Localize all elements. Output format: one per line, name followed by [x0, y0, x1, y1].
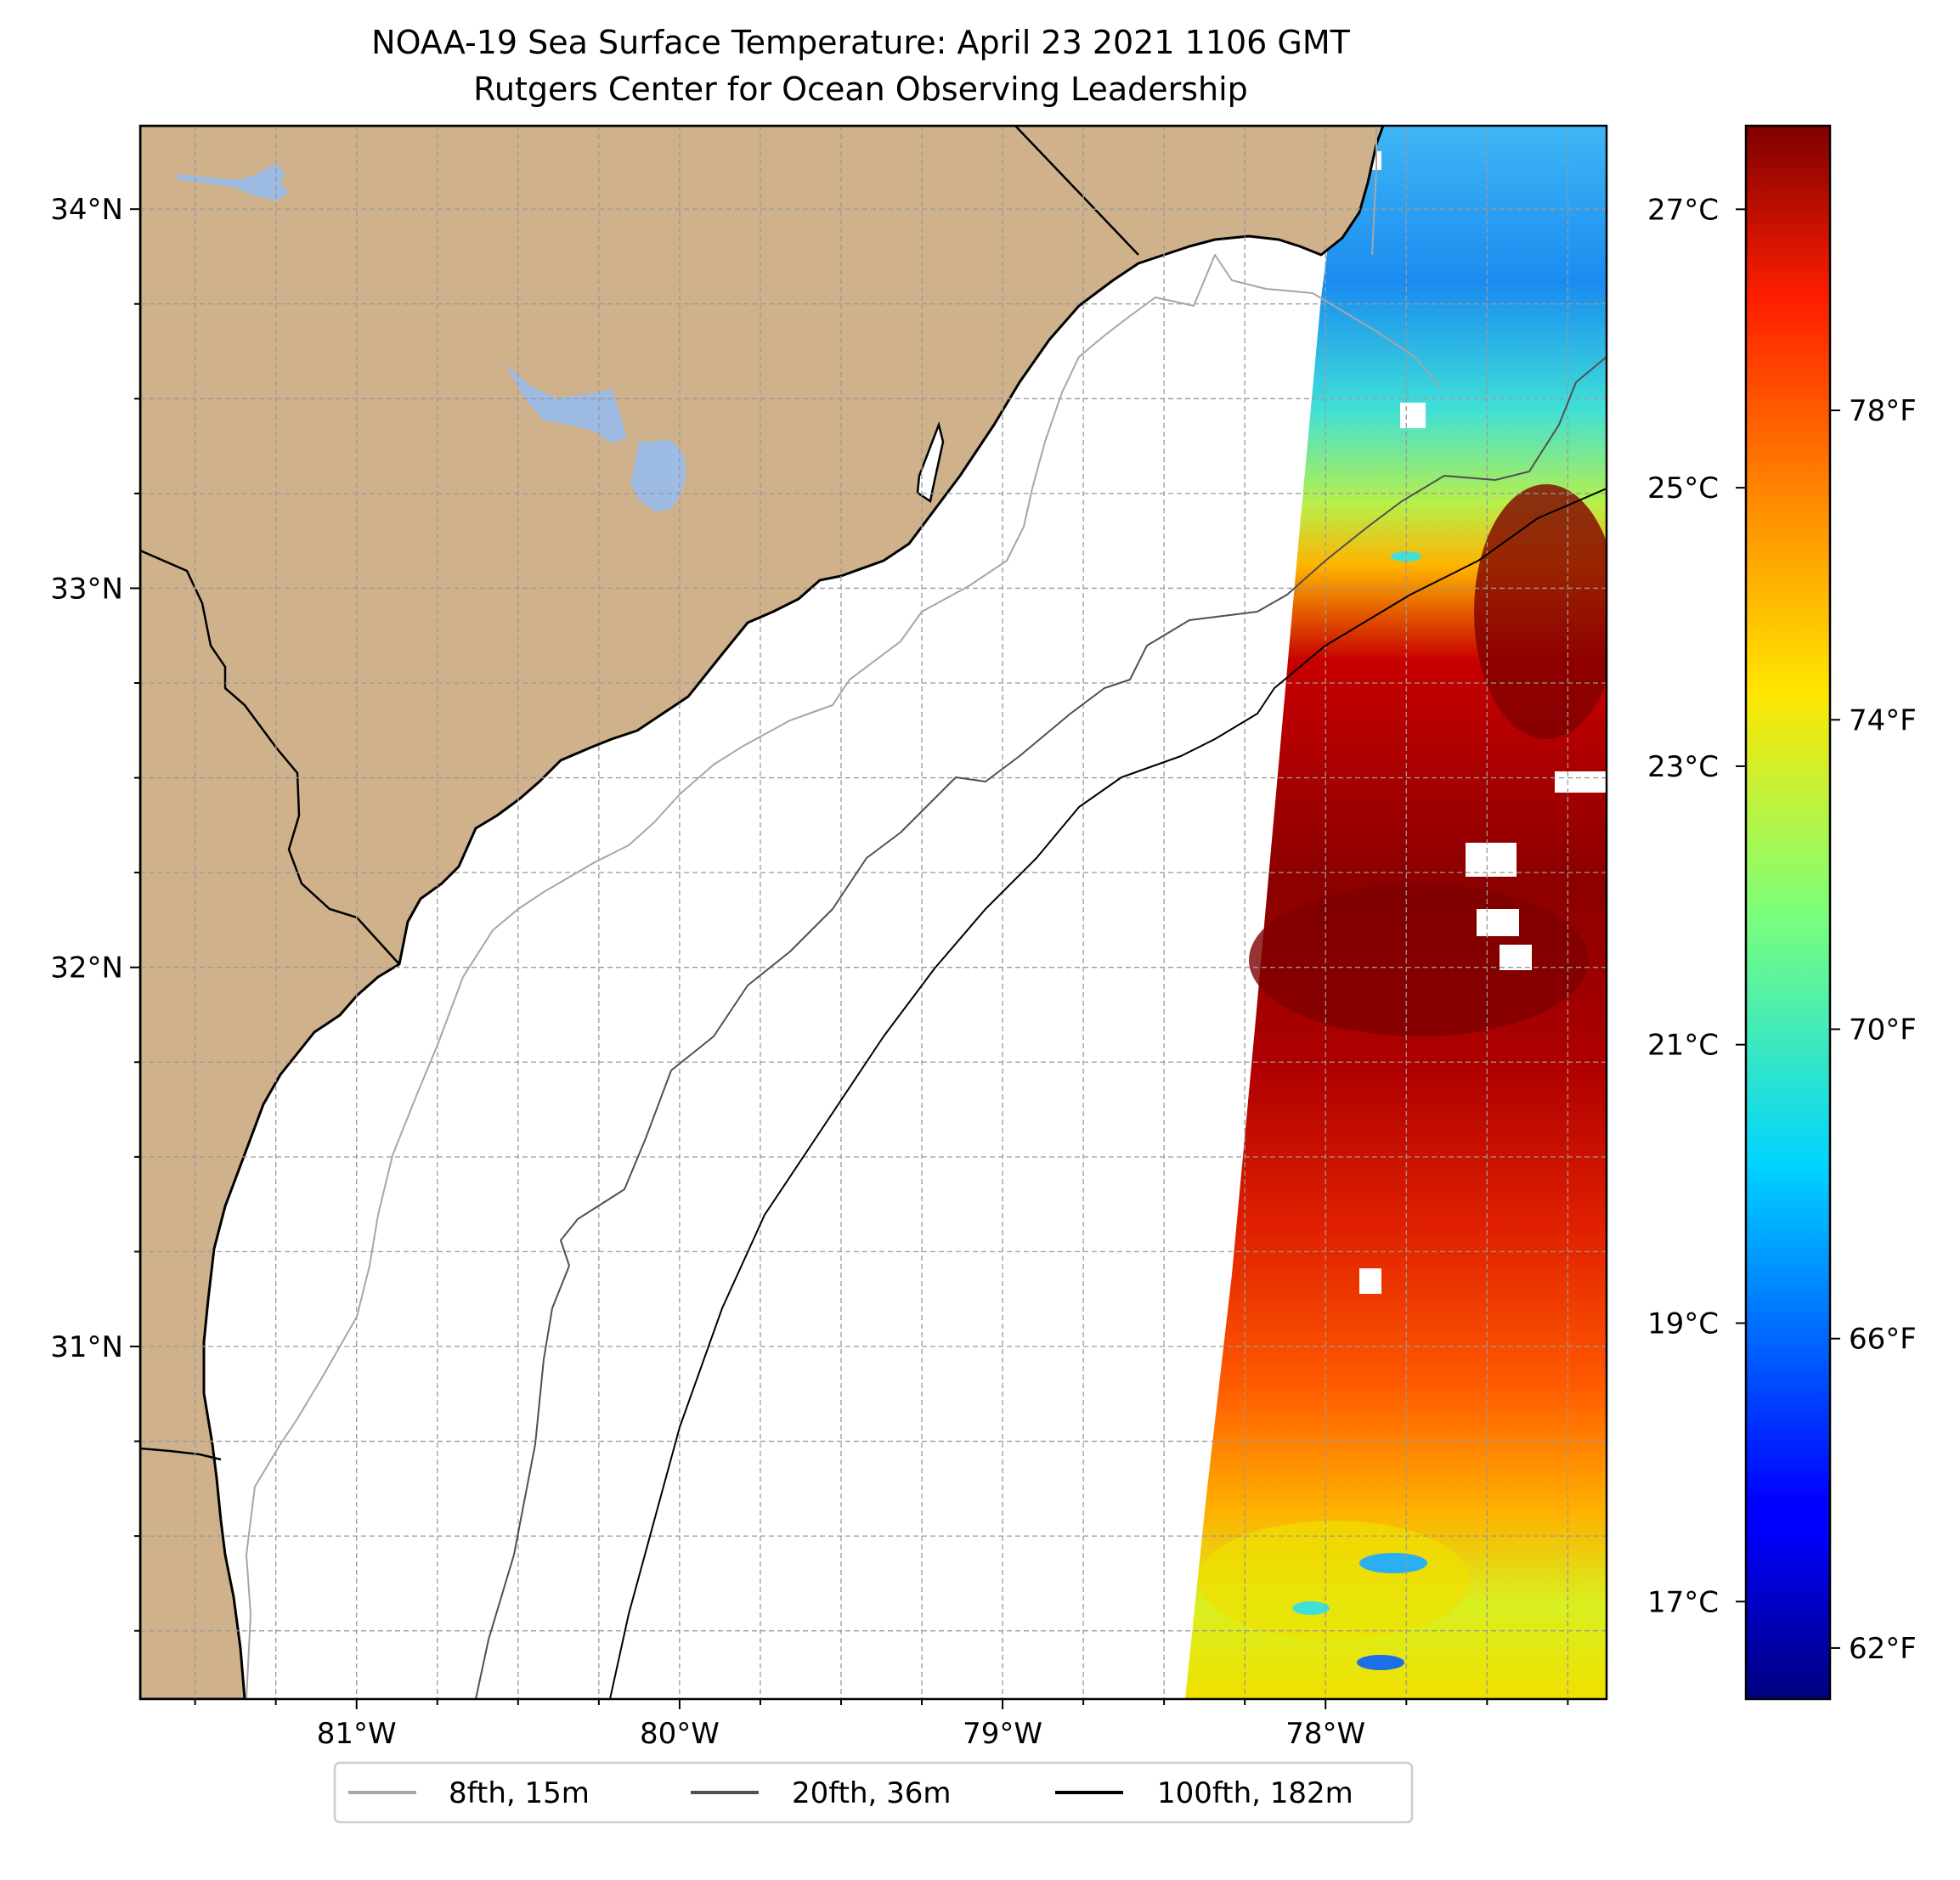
- colorbar-ticks: [1736, 208, 1840, 1649]
- celsius-tick-label: 23°C: [1647, 750, 1719, 784]
- isobaths: [246, 126, 1607, 1699]
- legend-label-100fth: 100fth, 182m: [1157, 1776, 1353, 1810]
- lat-tick-label: 34°N: [50, 193, 123, 227]
- lat-tick-label: 32°N: [50, 951, 123, 985]
- celsius-tick-label: 17°C: [1647, 1585, 1719, 1619]
- bay-inlet: [916, 421, 945, 504]
- sst-cool-patch: [1359, 1553, 1427, 1573]
- isobath-100fth: [609, 488, 1607, 1699]
- isobath-20fth: [475, 356, 1607, 1699]
- cloud-mask: [1466, 843, 1517, 877]
- map-axis-ticks: [130, 208, 1569, 1709]
- sst-cool-patch: [1391, 551, 1421, 562]
- celsius-tick-label: 27°C: [1647, 193, 1719, 227]
- lon-tick-label: 81°W: [317, 1717, 397, 1751]
- sst-warm-core: [1474, 484, 1607, 739]
- sst-cool-patch: [1198, 1521, 1470, 1640]
- fahrenheit-tick-label: 66°F: [1849, 1323, 1917, 1357]
- chart-title-line1: NOAA-19 Sea Surface Temperature: April 2…: [371, 24, 1350, 61]
- lake: [505, 364, 627, 443]
- lon-tick-label: 78°W: [1285, 1717, 1365, 1751]
- legend: 8fth, 15m 20fth, 36m 100fth, 182m: [333, 1761, 1414, 1824]
- isobath-8fth: [246, 254, 1313, 1699]
- cloud-mask: [1359, 1268, 1381, 1294]
- cloud-mask: [1555, 771, 1606, 793]
- map-gridlines: [140, 126, 1607, 1699]
- sst-warm-core: [1249, 884, 1589, 1036]
- celsius-tick-label: 19°C: [1647, 1307, 1719, 1341]
- map-axis-tick-labels: 81°W 80°W 79°W 78°W 31°N 32°N 33°N 34°N: [50, 193, 1365, 1751]
- land: [140, 126, 1385, 1699]
- colorbar: [1744, 124, 1832, 1701]
- sst-cool-patch: [1292, 1601, 1330, 1615]
- legend-box: [333, 1761, 1414, 1824]
- lat-tick-label: 31°N: [50, 1330, 123, 1364]
- lat-tick-label: 33°N: [50, 572, 123, 606]
- cloud-mask: [1500, 945, 1532, 970]
- cloud-mask: [1400, 403, 1426, 428]
- chart-title-line2: Rutgers Center for Ocean Observing Leade…: [473, 71, 1248, 108]
- isobath-8fth: [1312, 126, 1441, 387]
- sst-cool-patch: [1357, 1655, 1404, 1670]
- map-panel: [140, 126, 1607, 1699]
- celsius-tick-label: 21°C: [1647, 1029, 1719, 1063]
- lon-tick-label: 80°W: [640, 1717, 720, 1751]
- fahrenheit-tick-label: 70°F: [1849, 1013, 1917, 1047]
- map-frame: [138, 124, 1608, 1701]
- cloud-mask: [1477, 909, 1519, 936]
- legend-label-8fth: 8fth, 15m: [449, 1776, 590, 1810]
- legend-label-20fth: 20fth, 36m: [792, 1776, 952, 1810]
- celsius-tick-label: 25°C: [1647, 471, 1719, 505]
- lake: [176, 163, 289, 200]
- fahrenheit-tick-label: 78°F: [1849, 394, 1917, 428]
- colorbar-tick-labels: 17°C 19°C 21°C 23°C 25°C 27°C 62°F 66°F 70°F 74°F…: [1647, 193, 1917, 1666]
- fahrenheit-tick-label: 74°F: [1849, 703, 1917, 737]
- lon-tick-label: 79°W: [963, 1717, 1042, 1751]
- fahrenheit-tick-label: 62°F: [1849, 1632, 1917, 1666]
